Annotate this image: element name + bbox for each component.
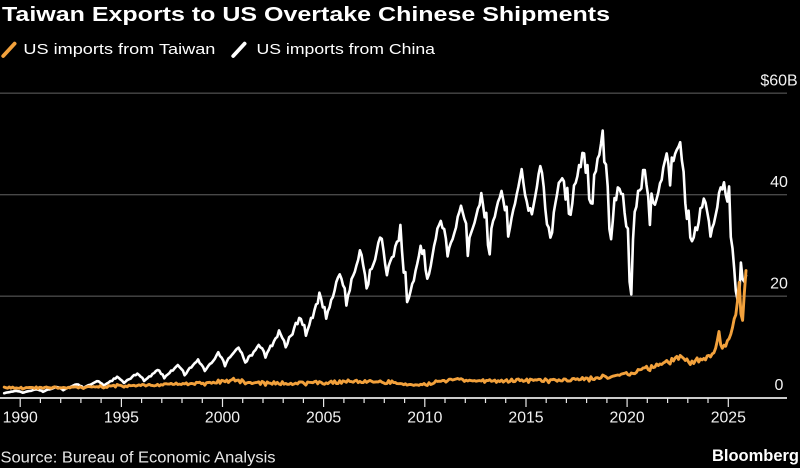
svg-text:20: 20 — [770, 275, 788, 292]
svg-text:40: 40 — [770, 174, 788, 191]
svg-text:2005: 2005 — [306, 410, 341, 427]
svg-text:US imports from Taiwan: US imports from Taiwan — [23, 42, 215, 58]
svg-text:US imports from China: US imports from China — [257, 42, 437, 58]
svg-text:Bloomberg: Bloomberg — [712, 447, 799, 465]
svg-text:1995: 1995 — [104, 410, 139, 427]
svg-text:1990: 1990 — [3, 410, 38, 427]
svg-text:2000: 2000 — [205, 410, 240, 427]
svg-text:$60B: $60B — [760, 72, 797, 89]
svg-text:2025: 2025 — [711, 410, 746, 427]
svg-text:2020: 2020 — [610, 410, 645, 427]
svg-text:2015: 2015 — [508, 410, 543, 427]
svg-text:2010: 2010 — [407, 410, 442, 427]
svg-text:Taiwan Exports to US Overtake: Taiwan Exports to US Overtake Chinese Sh… — [2, 3, 610, 26]
svg-text:Source: Bureau of Economic Ana: Source: Bureau of Economic Analysis — [1, 450, 276, 467]
svg-text:0: 0 — [775, 377, 784, 394]
